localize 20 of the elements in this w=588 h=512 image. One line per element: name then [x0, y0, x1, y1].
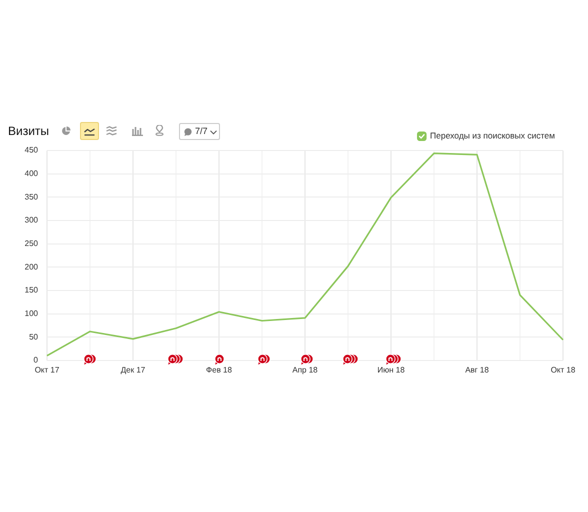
chart-title: Визиты [8, 124, 50, 138]
x-tick-label: Фев 18 [206, 365, 232, 374]
y-tick-label: 0 [34, 356, 39, 365]
legend-label: Переходы из поисковых систем [430, 130, 556, 141]
x-tick-label: Дек 17 [120, 365, 146, 374]
y-tick-label: 50 [29, 332, 39, 342]
notes-dropdown: 7/7 [179, 123, 220, 140]
x-tick-label: Окт 18 [550, 365, 576, 374]
x-tick-label: Окт 17 [34, 365, 60, 374]
x-tick-label: Апр 18 [292, 365, 318, 374]
y-tick-label: 150 [24, 286, 39, 295]
y-tick-label: 100 [24, 308, 39, 318]
y-tick-label: 400 [24, 169, 39, 178]
y-tick-label: 450 [24, 146, 39, 155]
x-tick-label: Авг 18 [465, 365, 490, 374]
y-tick-label: 200 [24, 262, 39, 272]
x-tick-label: Июн 18 [377, 365, 406, 374]
y-tick-label: 250 [24, 238, 39, 248]
y-tick-label: 300 [24, 216, 39, 225]
y-tick-label: 350 [24, 192, 39, 202]
